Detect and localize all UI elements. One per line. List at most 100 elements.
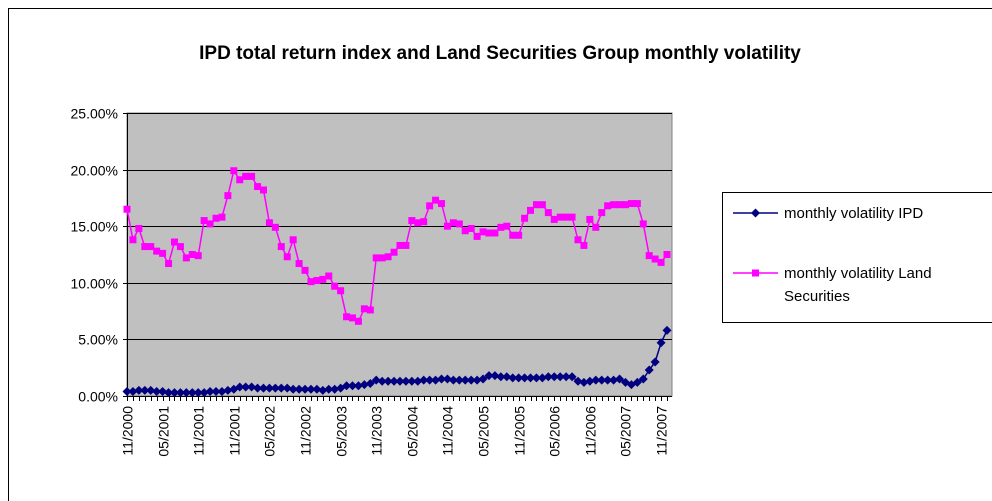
data-point (140, 385, 150, 395)
data-point (182, 254, 190, 262)
data-point (146, 385, 156, 395)
x-tick-label: 11/2007 (654, 406, 670, 456)
data-point (538, 201, 546, 209)
data-point (383, 376, 393, 386)
data-point (503, 222, 511, 230)
data-point (402, 241, 410, 249)
data-point (264, 383, 274, 393)
data-point (568, 213, 576, 221)
data-point (176, 243, 184, 251)
data-point (384, 253, 392, 261)
data-point (638, 374, 648, 384)
data-point (301, 266, 309, 274)
data-point (313, 277, 321, 285)
data-point (490, 371, 500, 381)
data-point (443, 222, 451, 230)
data-point (520, 373, 530, 383)
data-point (432, 196, 440, 204)
legend-marker (751, 208, 760, 218)
data-point (241, 382, 251, 392)
data-point (544, 209, 552, 217)
data-point (662, 325, 672, 335)
data-point (526, 373, 536, 383)
data-point (396, 241, 404, 249)
data-point (585, 376, 595, 386)
legend-box (722, 192, 992, 323)
data-point (479, 228, 487, 236)
data-point (438, 200, 446, 208)
data-point (247, 382, 257, 392)
data-point (389, 376, 399, 386)
data-point (621, 201, 629, 209)
data-point (592, 223, 600, 231)
data-point (288, 384, 298, 394)
data-point (632, 377, 642, 387)
data-point (324, 384, 334, 394)
data-point (193, 388, 203, 398)
x-tick-label: 05/2005 (476, 406, 492, 457)
data-point (610, 201, 618, 209)
data-point (616, 201, 624, 209)
data-point (532, 201, 540, 209)
y-tick-label: 0.00% (78, 389, 118, 405)
x-tick-label: 05/2007 (618, 406, 634, 457)
data-point (217, 386, 227, 396)
data-point (401, 376, 411, 386)
x-tick-label: 11/2002 (298, 406, 314, 456)
data-point (390, 248, 398, 256)
data-point (271, 223, 279, 231)
data-point (615, 374, 625, 384)
data-point (300, 384, 310, 394)
data-point (123, 205, 131, 213)
data-point (236, 176, 244, 184)
legend-marker (752, 269, 759, 277)
data-point (218, 213, 226, 221)
data-point (353, 381, 363, 391)
data-point (442, 374, 452, 384)
data-point (550, 215, 558, 223)
data-point (359, 380, 369, 390)
data-point (175, 388, 185, 398)
x-tick-label: 11/2003 (369, 406, 385, 456)
data-point (371, 375, 381, 385)
data-point (265, 219, 273, 227)
data-point (141, 243, 149, 251)
data-point (466, 375, 476, 385)
data-point (295, 260, 303, 268)
data-point (555, 372, 565, 382)
x-tick-label: 11/2006 (583, 406, 599, 456)
data-point (591, 375, 601, 385)
data-point (408, 217, 416, 225)
data-point (230, 167, 238, 175)
data-point (561, 372, 571, 382)
data-point (169, 388, 179, 398)
y-tick-label: 25.00% (71, 106, 118, 122)
data-point (205, 386, 215, 396)
data-point (485, 229, 493, 237)
data-point (461, 227, 469, 235)
legend-label: monthly volatility Land Securities (784, 265, 932, 305)
data-point (425, 375, 435, 385)
data-point (573, 376, 583, 386)
data-point (460, 375, 470, 385)
data-point (478, 374, 488, 384)
data-point (331, 282, 339, 290)
data-point (414, 219, 422, 227)
data-point (549, 372, 559, 382)
data-point (514, 373, 524, 383)
data-point (258, 383, 268, 393)
x-tick-label: 05/2006 (547, 406, 563, 457)
data-point (496, 372, 506, 382)
data-point (289, 236, 297, 244)
data-point (306, 384, 316, 394)
data-point (199, 388, 209, 398)
data-point (325, 272, 333, 280)
data-point (574, 236, 582, 244)
data-point (531, 373, 541, 383)
data-point (627, 200, 635, 208)
data-point (312, 384, 322, 394)
data-point (330, 384, 340, 394)
x-tick-label: 11/2005 (512, 406, 528, 456)
data-point (473, 232, 481, 240)
data-point (372, 254, 380, 262)
